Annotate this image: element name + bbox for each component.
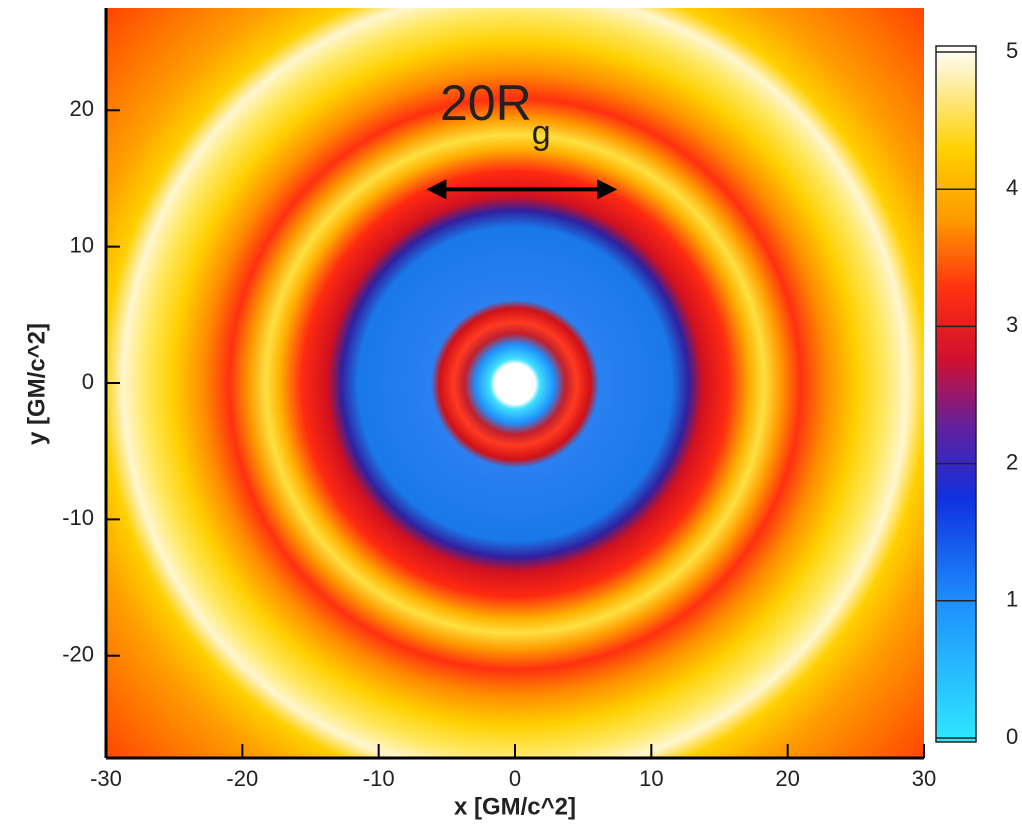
colorbar-tick-label: 2 (1006, 449, 1018, 474)
y-tick-label: 20 (70, 96, 94, 121)
x-tick-label: 30 (912, 766, 936, 791)
y-tick-label: -20 (62, 642, 94, 667)
contour-field (106, 8, 924, 758)
colorbar-tick-label: 4 (1006, 175, 1018, 200)
x-tick-label: -10 (363, 766, 395, 791)
x-axis-title: x [GM/c^2] (454, 793, 576, 820)
y-tick-label: 0 (82, 369, 94, 394)
arrow-head (426, 179, 447, 200)
x-tick-label: -20 (226, 766, 258, 791)
colorbar (935, 45, 977, 743)
colorbar-tick-label: 1 (1006, 587, 1018, 612)
y-axis-title: y [GM/c^2] (23, 323, 50, 445)
annotation: 20Rg (440, 75, 551, 152)
annotation-text: 20Rg (440, 75, 551, 152)
annotation-main: 20R (440, 75, 532, 131)
annotation-subscript: g (532, 114, 551, 152)
y-tick-label: 10 (70, 232, 94, 257)
colorbar-tick-label: 5 (1006, 38, 1018, 63)
x-tick-label: -30 (90, 766, 122, 791)
y-tick-label: -10 (62, 505, 94, 530)
arrow-head (597, 179, 618, 200)
x-tick-label: 10 (639, 766, 663, 791)
colorbar-tick-label: 3 (1006, 312, 1018, 337)
x-tick-label: 0 (509, 766, 521, 791)
x-tick-label: 20 (775, 766, 799, 791)
colorbar-tick-label: 0 (1006, 724, 1018, 749)
